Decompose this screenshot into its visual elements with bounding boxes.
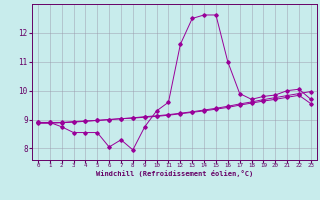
X-axis label: Windchill (Refroidissement éolien,°C): Windchill (Refroidissement éolien,°C) xyxy=(96,170,253,177)
